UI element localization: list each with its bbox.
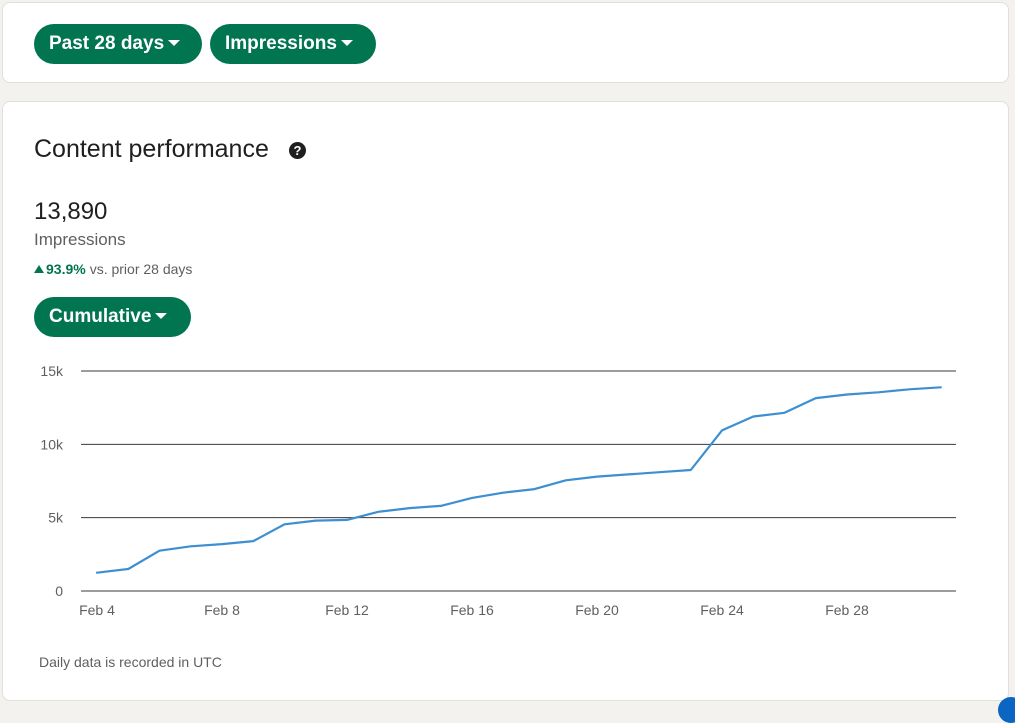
x-tick-label: Feb 4	[79, 602, 115, 618]
chevron-down-icon	[168, 40, 180, 46]
x-tick-label: Feb 16	[450, 602, 494, 618]
utc-footnote: Daily data is recorded in UTC	[39, 654, 222, 670]
x-tick-label: Feb 28	[825, 602, 869, 618]
chevron-down-icon	[341, 40, 353, 46]
filter-bar: Past 28 days Impressions	[2, 2, 1009, 83]
x-tick-label: Feb 20	[575, 602, 619, 618]
date-range-dropdown[interactable]: Past 28 days	[34, 24, 202, 64]
y-tick-label: 0	[55, 583, 63, 599]
content-performance-card: Content performance ? 13,890 Impressions…	[2, 101, 1009, 701]
metric-dropdown[interactable]: Impressions	[210, 24, 376, 64]
y-tick-label: 15k	[40, 363, 64, 379]
x-tick-label: Feb 12	[325, 602, 369, 618]
impressions-line-chart: 0 5k 10k 15k Feb 4 Feb 8 Feb 12 Feb 16 Feb 20 Feb…	[3, 102, 1008, 700]
impressions-series-line	[97, 387, 941, 572]
x-tick-label: Feb 8	[204, 602, 240, 618]
x-tick-label: Feb 24	[700, 602, 744, 618]
y-tick-label: 5k	[48, 510, 64, 526]
date-range-label: Past 28 days	[49, 33, 164, 55]
messaging-badge-icon[interactable]	[998, 697, 1015, 723]
y-tick-label: 10k	[40, 436, 64, 452]
metric-label: Impressions	[225, 33, 337, 55]
